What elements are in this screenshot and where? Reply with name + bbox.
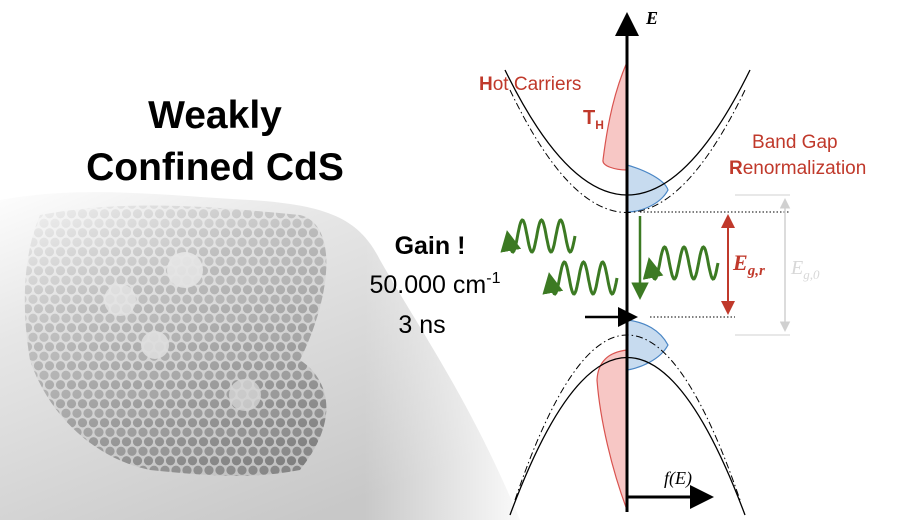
title-line: Confined CdS xyxy=(86,146,344,189)
symbol: E xyxy=(790,257,803,279)
occupation-axis-label: f(E) xyxy=(664,468,692,489)
band-gap-label: Band Gap xyxy=(752,132,838,153)
bare-gap-label: Eg,0 xyxy=(790,257,820,282)
renormalized-gap-label: Eg,r xyxy=(732,250,765,279)
photon-wave xyxy=(542,260,619,296)
gain-label: Gain ! xyxy=(395,232,466,260)
renormalization-label: Renormalization xyxy=(729,158,867,179)
exponent: -1 xyxy=(486,270,500,287)
micrograph xyxy=(0,180,520,520)
gain-lifetime: 3 ns xyxy=(398,311,445,339)
hot-carrier-distribution xyxy=(602,61,628,171)
photon-wave xyxy=(642,245,720,281)
hot-carriers-label: Hot Carriers xyxy=(479,74,582,95)
symbol: T xyxy=(583,107,595,129)
photons xyxy=(500,218,720,296)
subscript: H xyxy=(595,118,604,132)
electron-distribution xyxy=(626,164,669,213)
title-line: Weakly xyxy=(148,94,282,137)
hole-distribution xyxy=(626,319,669,371)
coefficient: 50.000 cm xyxy=(370,271,487,299)
gain-coefficient: 50.000 cm-1 xyxy=(370,270,501,299)
subscript: g,r xyxy=(747,263,765,279)
symbol: E xyxy=(732,250,748,275)
photon-wave xyxy=(500,218,577,254)
temperature-label: TH xyxy=(583,107,604,132)
energy-axis-label: E xyxy=(645,8,658,28)
hole-hot-distribution xyxy=(596,349,628,511)
subscript: g,0 xyxy=(803,267,820,282)
